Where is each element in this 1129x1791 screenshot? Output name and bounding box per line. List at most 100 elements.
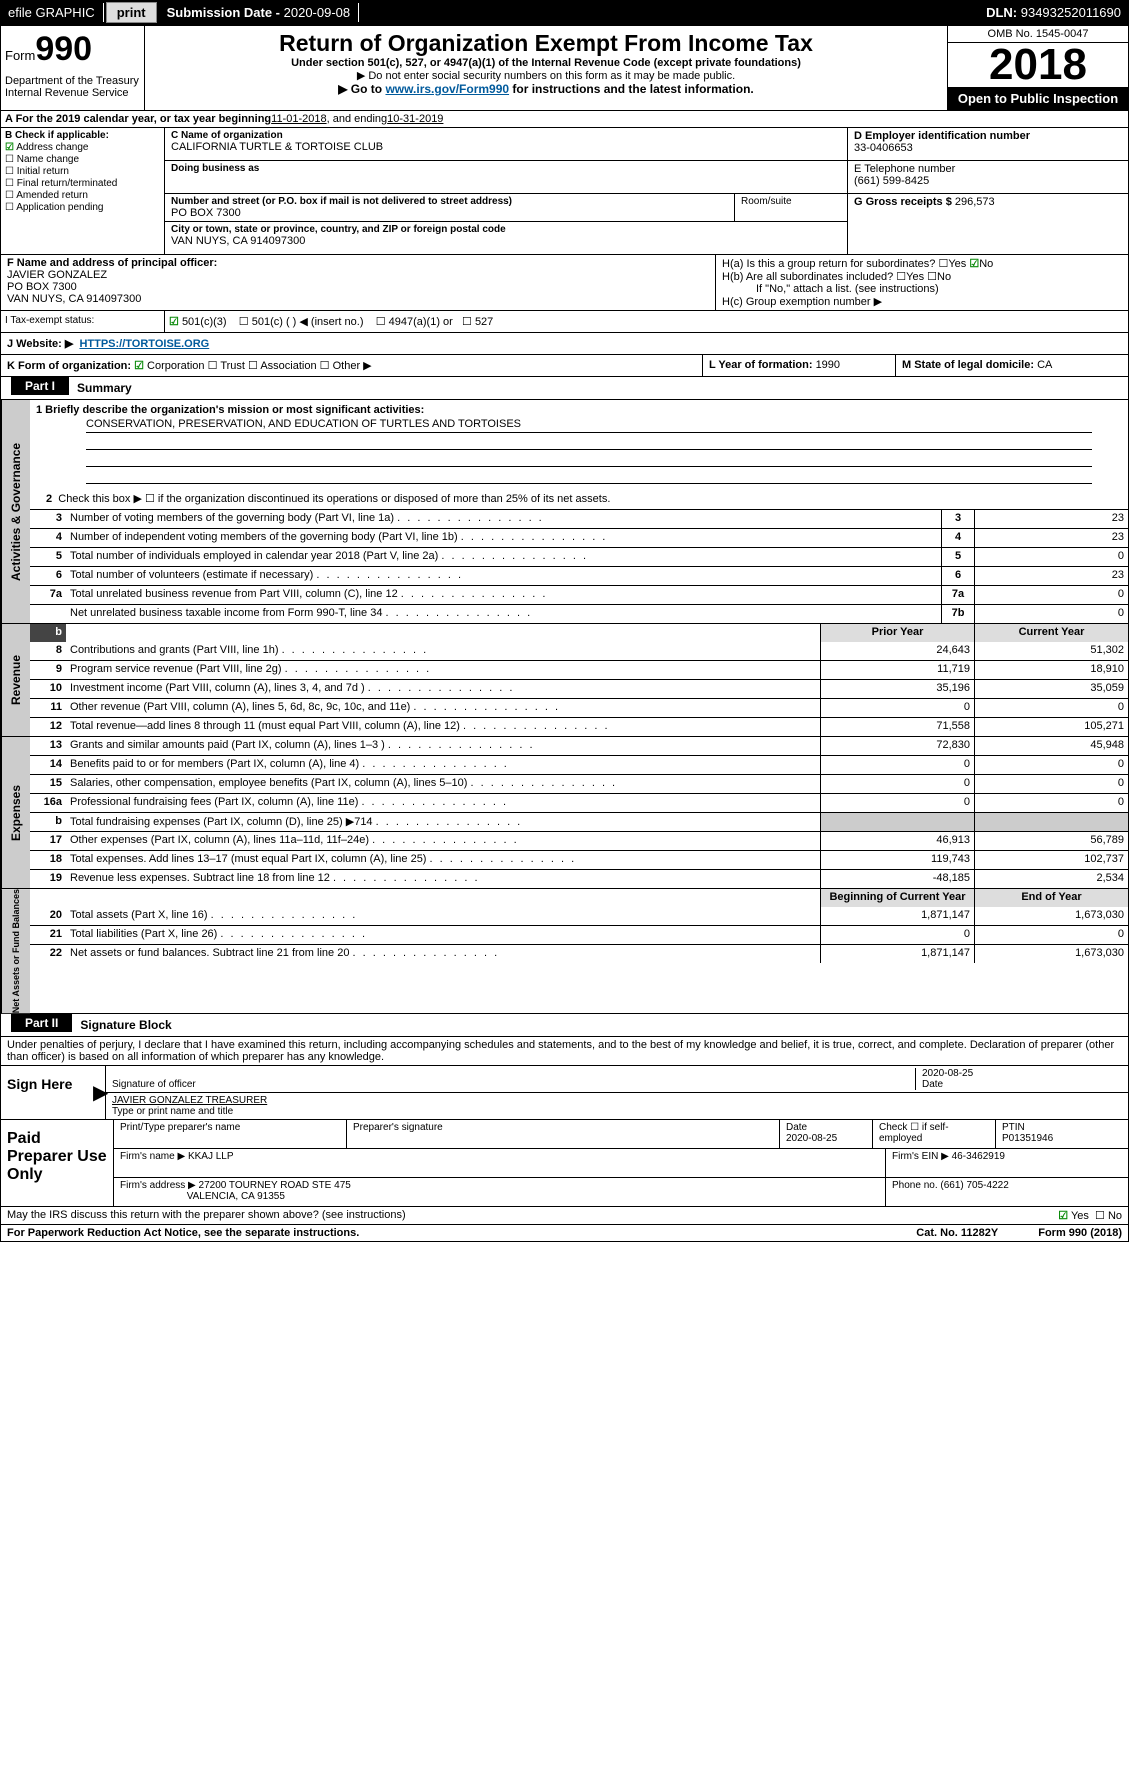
website-row: J Website: ▶ HTTPS://TORTOISE.ORG xyxy=(1,333,1128,355)
row-a: A For the 2019 calendar year, or tax yea… xyxy=(1,111,1128,128)
h-b-note: If "No," attach a list. (see instruction… xyxy=(722,283,1122,295)
col-prior: Prior Year xyxy=(820,624,974,642)
tax-year-begin: 11-01-2018 xyxy=(271,113,326,125)
side-tab-expenses: Expenses xyxy=(1,737,30,888)
org-address: PO BOX 7300 xyxy=(171,207,728,219)
h-a-label: H(a) Is this a group return for subordin… xyxy=(722,258,935,270)
form-title: Return of Organization Exempt From Incom… xyxy=(149,30,943,57)
part-1-badge: Part I xyxy=(11,377,69,395)
box-d-e-g: D Employer identification number33-04066… xyxy=(848,128,1128,254)
box-h: H(a) Is this a group return for subordin… xyxy=(716,255,1128,310)
revenue-section: Revenue b Prior Year Current Year 8Contr… xyxy=(1,624,1128,737)
sign-here-label: Sign Here xyxy=(1,1066,93,1119)
firm-ein: 46-3462919 xyxy=(952,1151,1005,1162)
box-m: M State of legal domicile: CA xyxy=(896,355,1128,376)
table-row: 22Net assets or fund balances. Subtract … xyxy=(30,944,1128,963)
addr-label: Number and street (or P.O. box if mail i… xyxy=(171,196,728,207)
chk-name-change[interactable]: ☐ Name change xyxy=(5,154,160,165)
tax-status-opts: ☑ 501(c)(3) ☐ 501(c) ( ) ◀ (insert no.) … xyxy=(165,311,1128,332)
part-1-header: Part I Summary xyxy=(1,377,1128,400)
table-row: 11Other revenue (Part VIII, column (A), … xyxy=(30,698,1128,717)
officer-name: JAVIER GONZALEZ xyxy=(7,269,107,281)
discuss-question: May the IRS discuss this return with the… xyxy=(7,1209,406,1222)
side-tab-revenue: Revenue xyxy=(1,624,30,736)
firm-name: KKAJ LLP xyxy=(188,1151,234,1162)
form-label-block: Form990 Department of the Treasury Inter… xyxy=(1,26,145,110)
box-f: F Name and address of principal officer:… xyxy=(1,255,716,310)
na-header: Beginning of Current Year End of Year xyxy=(30,889,1128,907)
box-k: K Form of organization: ☑ Corporation ☐ … xyxy=(1,355,703,376)
table-row: Net unrelated business taxable income fr… xyxy=(30,604,1128,623)
irs-link[interactable]: www.irs.gov/Form990 xyxy=(385,82,509,96)
h-b-label: H(b) Are all subordinates included? xyxy=(722,271,893,283)
sig-date: 2020-08-25 xyxy=(922,1068,973,1079)
chk-application-pending[interactable]: ☐ Application pending xyxy=(5,202,160,213)
self-emp-hdr: Check ☐ if self-employed xyxy=(873,1120,996,1148)
tax-year: 2018 xyxy=(948,43,1128,87)
chk-final-return[interactable]: ☐ Final return/terminated xyxy=(5,178,160,189)
klm-row: K Form of organization: ☑ Corporation ☐ … xyxy=(1,355,1128,377)
dln-value: 93493252011690 xyxy=(1021,5,1121,20)
title-block: Return of Organization Exempt From Incom… xyxy=(145,26,947,110)
gross-label: G Gross receipts $ xyxy=(854,196,955,208)
box-c: C Name of organizationCALIFORNIA TURTLE … xyxy=(165,128,848,254)
org-name-label: C Name of organization xyxy=(171,130,841,141)
mission-label: 1 Briefly describe the organization's mi… xyxy=(36,404,424,416)
firm-phone: (661) 705-4222 xyxy=(940,1180,1008,1191)
print-button[interactable]: print xyxy=(106,2,157,23)
phone-value: (661) 599-8425 xyxy=(854,175,929,187)
form-container: Form990 Department of the Treasury Inter… xyxy=(0,25,1129,1242)
chk-initial-return[interactable]: ☐ Initial return xyxy=(5,166,160,177)
form-header: Form990 Department of the Treasury Inter… xyxy=(1,26,1128,111)
org-city: VAN NUYS, CA 914097300 xyxy=(171,235,841,247)
efile-label: efile GRAPHIC xyxy=(0,3,104,22)
prep-date: 2020-08-25 xyxy=(786,1133,837,1144)
sign-here-row: Sign Here ▶ Signature of officer 2020-08-… xyxy=(1,1066,1128,1120)
part-2-header: Part II Signature Block xyxy=(1,1014,1128,1037)
subtitle-2: ▶ Do not enter social security numbers o… xyxy=(149,69,943,82)
year-formation: 1990 xyxy=(816,359,840,371)
chk-address-change[interactable]: ☑ Address change xyxy=(5,142,160,153)
box-b: B Check if applicable: ☑ Address change … xyxy=(1,128,165,254)
prep-name-hdr: Print/Type preparer's name xyxy=(114,1120,347,1148)
chk-amended[interactable]: ☐ Amended return xyxy=(5,190,160,201)
dln-label: DLN: xyxy=(986,5,1021,20)
perjury-text: Under penalties of perjury, I declare th… xyxy=(1,1037,1128,1066)
mission-text: CONSERVATION, PRESERVATION, AND EDUCATIO… xyxy=(86,418,1092,433)
table-row: 13Grants and similar amounts paid (Part … xyxy=(30,737,1128,755)
side-tab-governance: Activities & Governance xyxy=(1,400,30,623)
line-2: Check this box ▶ ☐ if the organization d… xyxy=(58,493,610,505)
bottom-row: For Paperwork Reduction Act Notice, see … xyxy=(1,1225,1128,1241)
expenses-section: Expenses 13Grants and similar amounts pa… xyxy=(1,737,1128,889)
table-row: 21Total liabilities (Part X, line 26) 00 xyxy=(30,925,1128,944)
signature-block: Under penalties of perjury, I declare th… xyxy=(1,1037,1128,1225)
org-name: CALIFORNIA TURTLE & TORTOISE CLUB xyxy=(171,141,841,153)
tax-year-end: 10-31-2019 xyxy=(387,113,443,125)
sig-name: JAVIER GONZALEZ TREASURER xyxy=(112,1095,267,1106)
table-row: 15Salaries, other compensation, employee… xyxy=(30,774,1128,793)
table-row: 3Number of voting members of the governi… xyxy=(30,510,1128,528)
prep-sig-hdr: Preparer's signature xyxy=(347,1120,780,1148)
ein-label: D Employer identification number xyxy=(854,130,1030,142)
cat-no: Cat. No. 11282Y xyxy=(916,1227,998,1239)
part-2-badge: Part II xyxy=(11,1014,72,1032)
tax-status-label: I Tax-exempt status: xyxy=(1,311,165,332)
table-row: 19Revenue less expenses. Subtract line 1… xyxy=(30,869,1128,888)
h-c-label: H(c) Group exemption number ▶ xyxy=(722,295,1122,308)
sign-arrow-icon: ▶ xyxy=(93,1066,106,1119)
goto-line: ▶ Go to www.irs.gov/Form990 for instruct… xyxy=(149,82,943,96)
form-word: Form xyxy=(5,48,35,63)
officer-city: VAN NUYS, CA 914097300 xyxy=(7,293,141,305)
sig-officer-label: Signature of officer xyxy=(112,1079,196,1090)
form-number: 990 xyxy=(35,30,92,68)
submission-label: Submission Date - xyxy=(167,5,284,20)
website-link[interactable]: HTTPS://TORTOISE.ORG xyxy=(79,338,209,350)
table-row: 7aTotal unrelated business revenue from … xyxy=(30,585,1128,604)
part-1-title: Summary xyxy=(69,377,140,399)
open-public-badge: Open to Public Inspection xyxy=(948,87,1128,110)
city-label: City or town, state or province, country… xyxy=(171,224,841,235)
row-a-text: A For the 2019 calendar year, or tax yea… xyxy=(5,113,271,125)
room-label: Room/suite xyxy=(735,194,847,221)
info-grid: B Check if applicable: ☑ Address change … xyxy=(1,128,1128,255)
part-2-title: Signature Block xyxy=(72,1014,179,1036)
